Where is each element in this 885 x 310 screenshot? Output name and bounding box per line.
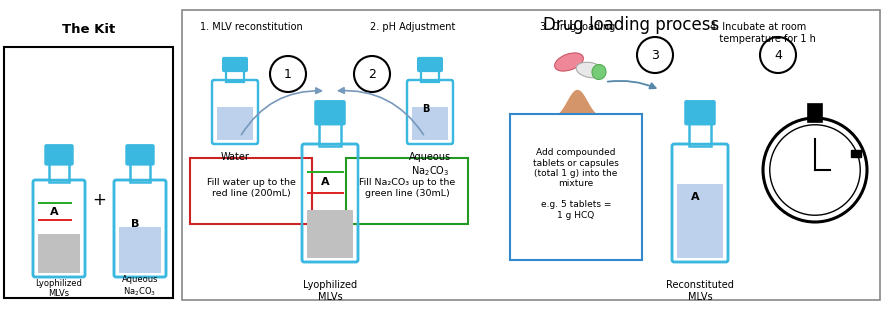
- Text: 2: 2: [368, 68, 376, 81]
- Text: Add compounded
tablets or capsules
(total 1 g) into the
mixture

e.g. 5 tablets : Add compounded tablets or capsules (tota…: [533, 148, 619, 220]
- Text: B: B: [422, 104, 429, 114]
- Bar: [216, 109, 254, 140]
- Text: Drug loading process: Drug loading process: [543, 16, 720, 34]
- Bar: [182, 10, 880, 300]
- Text: Lyophilized
MLVs: Lyophilized MLVs: [35, 279, 82, 298]
- FancyBboxPatch shape: [418, 58, 442, 71]
- FancyBboxPatch shape: [33, 180, 85, 277]
- Text: 3. Drug loading: 3. Drug loading: [540, 22, 615, 32]
- FancyBboxPatch shape: [510, 114, 642, 260]
- FancyBboxPatch shape: [315, 101, 344, 124]
- Circle shape: [354, 56, 390, 92]
- Bar: [676, 186, 724, 258]
- Text: A: A: [320, 178, 329, 188]
- Text: Aqueous
Na$_2$CO$_3$: Aqueous Na$_2$CO$_3$: [409, 152, 451, 178]
- Bar: [808, 104, 822, 122]
- Text: 2. pH Adjustment: 2. pH Adjustment: [370, 22, 456, 32]
- Text: A: A: [690, 192, 699, 202]
- FancyBboxPatch shape: [407, 80, 453, 144]
- Bar: [37, 236, 81, 273]
- Bar: [421, 70, 439, 82]
- Bar: [4, 47, 173, 298]
- FancyBboxPatch shape: [302, 144, 358, 262]
- Bar: [677, 184, 723, 258]
- Text: 1. MLV reconstitution: 1. MLV reconstitution: [200, 22, 303, 32]
- Text: 3: 3: [651, 48, 659, 61]
- FancyBboxPatch shape: [45, 145, 73, 164]
- FancyBboxPatch shape: [212, 80, 258, 144]
- Circle shape: [760, 37, 796, 73]
- Ellipse shape: [555, 53, 583, 71]
- Bar: [227, 70, 244, 82]
- Text: 4: 4: [774, 48, 782, 61]
- Bar: [49, 163, 69, 182]
- FancyBboxPatch shape: [190, 158, 312, 224]
- Text: Aqueous
Na$_2$CO$_3$: Aqueous Na$_2$CO$_3$: [122, 275, 158, 298]
- Bar: [118, 228, 162, 273]
- FancyBboxPatch shape: [672, 144, 728, 262]
- FancyBboxPatch shape: [114, 180, 166, 277]
- Circle shape: [770, 125, 860, 215]
- Bar: [307, 210, 353, 258]
- Bar: [38, 234, 80, 273]
- Text: +: +: [92, 191, 106, 209]
- Circle shape: [637, 37, 673, 73]
- FancyBboxPatch shape: [223, 58, 247, 71]
- Circle shape: [270, 56, 306, 92]
- Bar: [689, 123, 711, 146]
- Text: Water: Water: [220, 152, 250, 162]
- FancyBboxPatch shape: [686, 101, 714, 124]
- Text: Fill Na₂CO₃ up to the
green line (30mL): Fill Na₂CO₃ up to the green line (30mL): [359, 178, 455, 198]
- Bar: [119, 227, 161, 273]
- Text: B: B: [131, 219, 140, 229]
- FancyBboxPatch shape: [127, 145, 153, 164]
- Bar: [306, 212, 354, 258]
- Text: Reconstituted
MLVs: Reconstituted MLVs: [666, 280, 734, 302]
- Bar: [851, 150, 861, 157]
- Bar: [217, 107, 253, 140]
- Bar: [411, 109, 450, 140]
- Text: 4. Incubate at room
   temperature for 1 h: 4. Incubate at room temperature for 1 h: [710, 22, 816, 44]
- Bar: [412, 107, 448, 140]
- Ellipse shape: [592, 64, 606, 79]
- Text: 1: 1: [284, 68, 292, 81]
- Bar: [130, 163, 150, 182]
- Text: The Kit: The Kit: [62, 23, 115, 36]
- Text: Fill water up to the
red line (200mL): Fill water up to the red line (200mL): [206, 178, 296, 198]
- Bar: [319, 123, 341, 146]
- FancyBboxPatch shape: [346, 158, 468, 224]
- Ellipse shape: [576, 62, 604, 78]
- Text: Lyophilized
MLVs: Lyophilized MLVs: [303, 280, 357, 302]
- Text: A: A: [50, 207, 58, 217]
- Circle shape: [763, 118, 867, 222]
